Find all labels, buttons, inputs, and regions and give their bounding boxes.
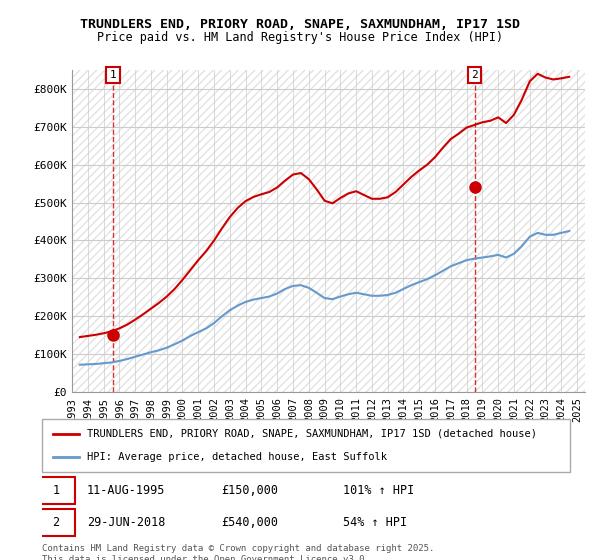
- FancyBboxPatch shape: [37, 509, 75, 536]
- Text: £150,000: £150,000: [221, 484, 278, 497]
- Text: 11-AUG-1995: 11-AUG-1995: [87, 484, 165, 497]
- Text: £540,000: £540,000: [221, 516, 278, 529]
- Text: Price paid vs. HM Land Registry's House Price Index (HPI): Price paid vs. HM Land Registry's House …: [97, 31, 503, 44]
- Text: 29-JUN-2018: 29-JUN-2018: [87, 516, 165, 529]
- Text: 54% ↑ HPI: 54% ↑ HPI: [343, 516, 407, 529]
- Text: 2: 2: [52, 516, 59, 529]
- Text: Contains HM Land Registry data © Crown copyright and database right 2025.
This d: Contains HM Land Registry data © Crown c…: [42, 544, 434, 560]
- Text: TRUNDLERS END, PRIORY ROAD, SNAPE, SAXMUNDHAM, IP17 1SD: TRUNDLERS END, PRIORY ROAD, SNAPE, SAXMU…: [80, 18, 520, 31]
- Text: HPI: Average price, detached house, East Suffolk: HPI: Average price, detached house, East…: [87, 452, 387, 463]
- FancyBboxPatch shape: [37, 477, 75, 504]
- Text: 101% ↑ HPI: 101% ↑ HPI: [343, 484, 414, 497]
- Text: 1: 1: [110, 70, 116, 80]
- Text: 2: 2: [471, 70, 478, 80]
- Text: 1: 1: [52, 484, 59, 497]
- Text: TRUNDLERS END, PRIORY ROAD, SNAPE, SAXMUNDHAM, IP17 1SD (detached house): TRUNDLERS END, PRIORY ROAD, SNAPE, SAXMU…: [87, 428, 537, 438]
- FancyBboxPatch shape: [42, 419, 570, 472]
